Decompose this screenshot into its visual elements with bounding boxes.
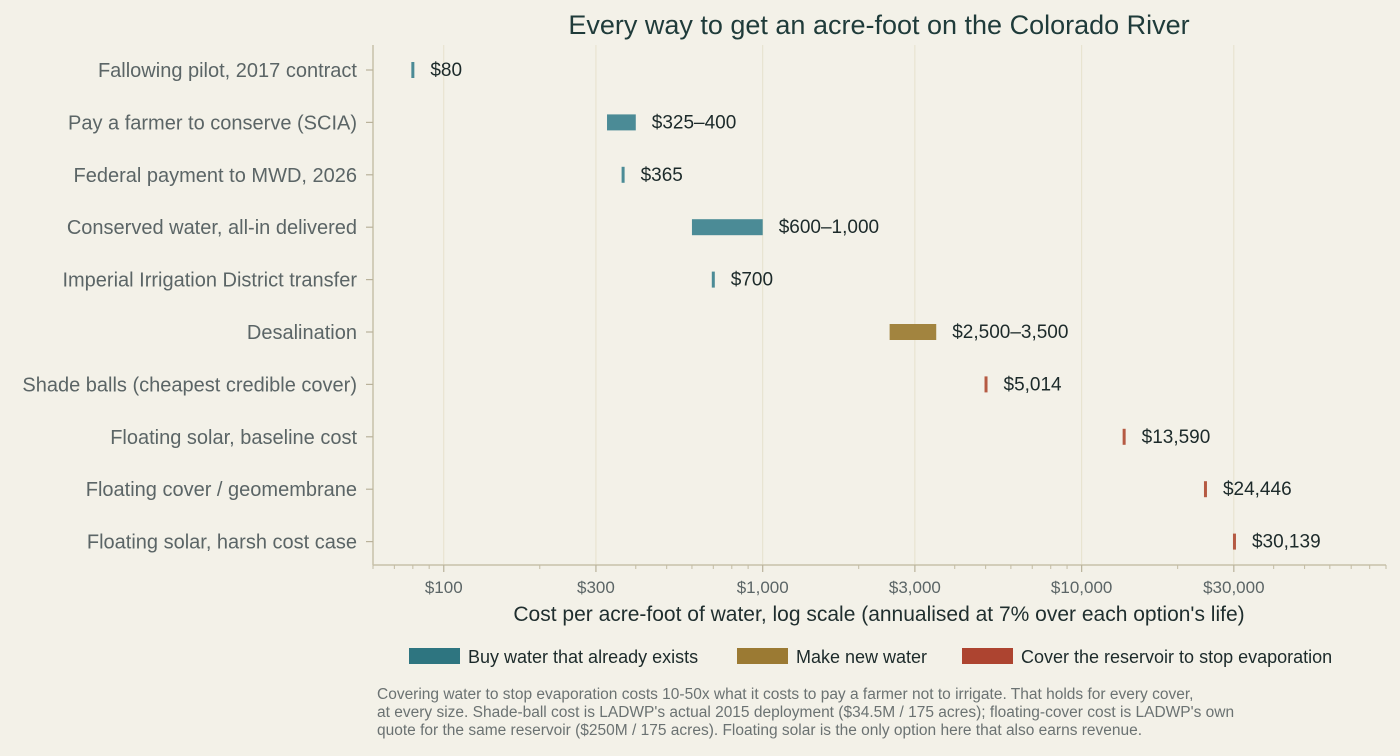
category-label: Desalination — [247, 322, 357, 344]
range-bar — [889, 324, 937, 340]
tick-label: $1,000 — [737, 578, 789, 597]
legend-label: Buy water that already exists — [468, 647, 698, 667]
chart: Every way to get an acre-foot on the Col… — [22, 10, 1387, 667]
value-label: $2,500–3,500 — [952, 322, 1068, 343]
y-axis-categories: Fallowing pilot, 2017 contract Pay a farm… — [22, 60, 373, 554]
tick-label: $100 — [425, 578, 463, 597]
legend-label: Make new water — [796, 647, 927, 667]
footnote: Covering water to stop evaporation costs… — [377, 686, 1367, 740]
x-axis-label: Cost per acre-foot of water, log scale (… — [513, 603, 1244, 626]
value-label: $600–1,000 — [779, 217, 879, 238]
range-bar — [1203, 481, 1207, 498]
category-label: Floating solar, baseline cost — [110, 427, 357, 449]
category-label: Conserved water, all-in delivered — [67, 217, 357, 239]
footnote-line: Covering water to stop evaporation costs… — [377, 686, 1194, 703]
category-label: Floating solar, harsh cost case — [87, 532, 357, 554]
category-label: Pay a farmer to conserve (SCIA) — [68, 112, 357, 134]
legend-swatch — [737, 648, 788, 664]
range-bar — [1232, 533, 1236, 550]
grid-lines — [443, 45, 1235, 565]
category-label: Floating cover / geomembrane — [86, 479, 357, 501]
legend-swatch — [962, 648, 1013, 664]
value-label: $365 — [641, 165, 683, 186]
footnote-line: at every size. Shade-ball cost is LADWP'… — [377, 704, 1235, 721]
category-label: Federal payment to MWD, 2026 — [74, 165, 357, 187]
value-label: $700 — [731, 270, 773, 291]
legend-label: Cover the reservoir to stop evaporation — [1021, 647, 1332, 667]
value-label: $13,590 — [1142, 427, 1211, 448]
chart-title: Every way to get an acre-foot on the Col… — [568, 10, 1189, 40]
value-label: $30,139 — [1252, 532, 1321, 553]
category-label: Fallowing pilot, 2017 contract — [98, 60, 357, 82]
range-bar — [984, 376, 988, 393]
tick-label: $300 — [577, 578, 615, 597]
footnote-line: quote for the same reservoir ($250M / 17… — [377, 722, 1143, 739]
legend: Buy water that already exists Make new wa… — [409, 647, 1332, 667]
tick-label: $30,000 — [1203, 578, 1264, 597]
category-label: Shade balls (cheapest credible cover) — [22, 374, 357, 396]
range-bar — [411, 62, 415, 78]
tick-label: $3,000 — [889, 578, 941, 597]
bars: $80 $325–400 $365 $600–1,000 $700 $2,500–3,50… — [411, 60, 1321, 553]
legend-swatch — [409, 648, 460, 664]
value-label: $325–400 — [652, 112, 737, 133]
range-bar — [1122, 428, 1126, 445]
value-label: $5,014 — [1004, 374, 1063, 395]
range-bar — [607, 114, 636, 131]
range-bar — [621, 166, 625, 183]
range-bar — [691, 219, 763, 236]
category-label: Imperial Irrigation District transfer — [62, 270, 357, 292]
value-label: $24,446 — [1223, 479, 1292, 500]
value-label: $80 — [430, 60, 462, 81]
x-axis-ticks: $100 $300 $1,000 $3,000 $10,000 $30,000 — [372, 565, 1387, 597]
range-bar — [711, 271, 715, 288]
tick-label: $10,000 — [1051, 578, 1112, 597]
